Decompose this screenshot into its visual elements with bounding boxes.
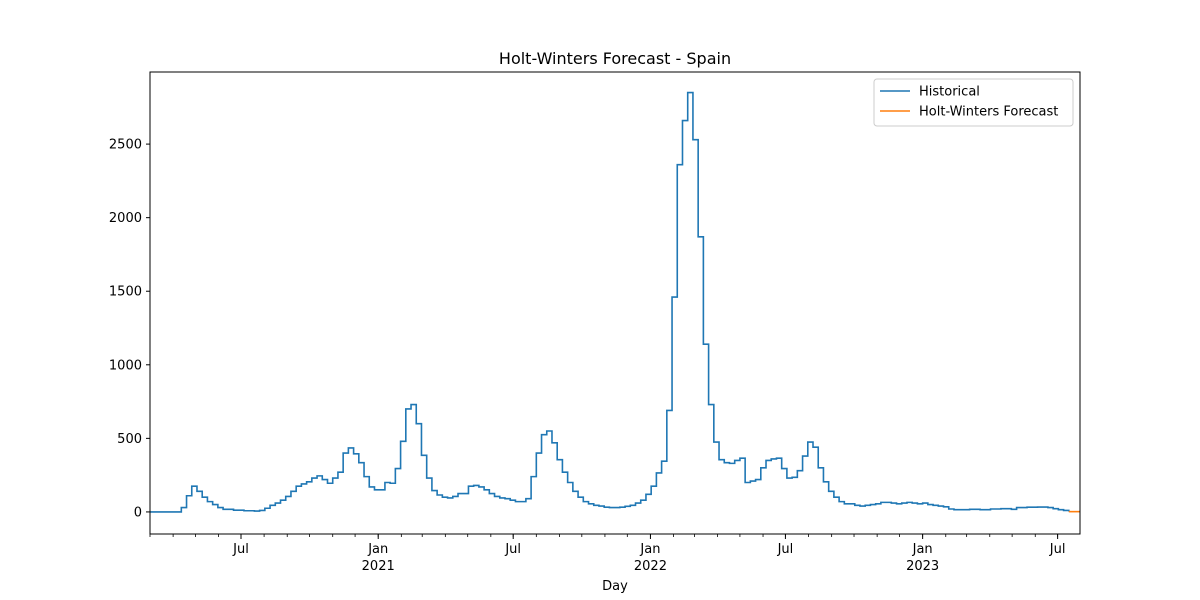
legend: Historical Holt-Winters Forecast	[873, 78, 1074, 127]
x-tick-label-6: Jul	[1049, 542, 1066, 557]
x-tick-label-0: Jul	[232, 542, 249, 557]
series-line-0	[150, 91, 1070, 513]
chart-title: Holt-Winters Forecast - Spain	[499, 49, 731, 68]
axes-layer: 0 500 1000 1500 2000 2500 Jul Jan 2021 Jul Jan 2022…	[109, 138, 1066, 574]
x-tick-label-2: Jul	[504, 542, 521, 557]
x-tick-year-3: 2022	[634, 559, 667, 574]
y-tick-label-1: 500	[117, 432, 142, 447]
x-tick-label-3: Jan	[639, 542, 660, 557]
series-layer	[150, 91, 1080, 513]
x-axis-label: Day	[602, 579, 628, 594]
x-tick-year-1: 2021	[362, 559, 395, 574]
y-tick-label-4: 2000	[109, 211, 142, 226]
x-tick-label-5: Jan	[912, 542, 933, 557]
y-tick-label-3: 1500	[109, 285, 142, 300]
y-tick-label-2: 1000	[109, 358, 142, 373]
legend-box	[873, 78, 1074, 127]
x-tick-year-5: 2023	[906, 559, 939, 574]
plot-frame	[149, 71, 1081, 535]
y-tick-label-0: 0	[134, 505, 142, 520]
x-tick-label-4: Jul	[777, 542, 794, 557]
legend-label-1: Holt-Winters Forecast	[919, 105, 1058, 120]
y-tick-label-5: 2500	[109, 138, 142, 153]
x-tick-label-1: Jan	[367, 542, 388, 557]
legend-label-0: Historical	[919, 85, 980, 100]
